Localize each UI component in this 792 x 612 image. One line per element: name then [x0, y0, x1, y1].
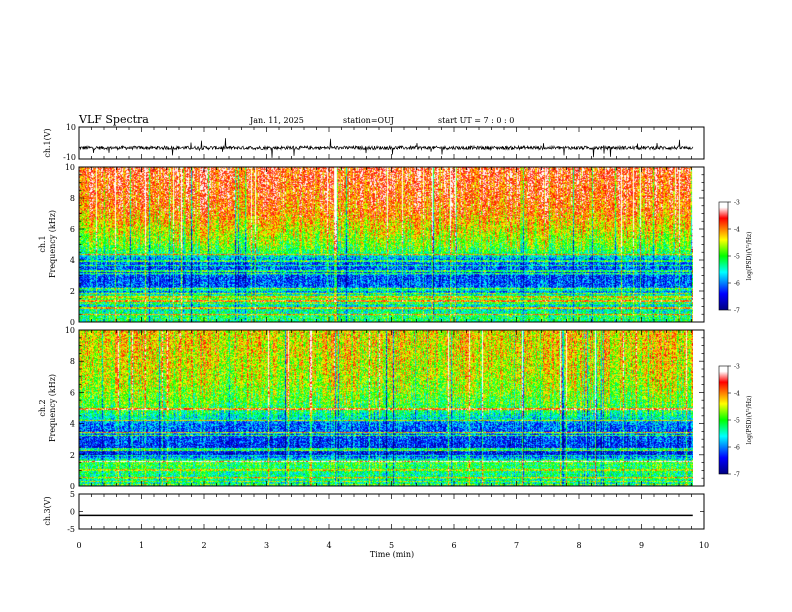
x-axis-tick-labels: 0 1 2 3 4 5 6 7 8 9 10 — [76, 541, 709, 550]
colorbar-tick-label: -3 — [734, 364, 740, 371]
colorbar-tick-label: -5 — [734, 418, 740, 425]
ch2-spectrogram-panel: 0 2 4 6 8 10 ch.2 Frequency (kHz) — [38, 326, 705, 491]
x-tick-label: 0 — [76, 541, 81, 550]
y-tick-label: 4 — [70, 420, 75, 429]
colorbar-tick-label: -5 — [734, 254, 740, 261]
ch1-waveform-ticks — [78, 127, 705, 159]
ch3-waveform-xticks — [78, 494, 705, 529]
ch1-colorbar: -3 -4 -5 -6 -7 log(PSD)(V²/Hz) — [718, 200, 753, 315]
ch1-waveform-trace — [79, 138, 694, 158]
x-tick-label: 6 — [451, 541, 456, 550]
ch1-colorbar-fill — [719, 202, 728, 310]
x-axis-label: Time (min) — [370, 550, 414, 559]
y-tick-label: 0 — [70, 318, 75, 327]
colorbar-tick-label: -7 — [734, 308, 740, 315]
y-tick-label: 8 — [70, 194, 75, 203]
y-tick-label: 10 — [65, 326, 75, 335]
ch2-colorbar-label: log(PSD)(V²/Hz) — [746, 396, 753, 445]
ch1-colorbar-ticks: -3 -4 -5 -6 -7 — [728, 200, 740, 315]
ch1-spectrogram-panel: 0 2 4 6 8 10 ch.1 Frequency (kHz) — [38, 163, 705, 327]
ch3-waveform-panel: 5 0 -5 ch.3(V) — [43, 490, 705, 534]
date-label: Jan. 11, 2025 — [249, 116, 304, 125]
colorbar-tick-label: -4 — [734, 227, 740, 234]
ch1-spectrogram-image — [79, 167, 693, 322]
ch2-spectrogram-ylabel-freq: Frequency (kHz) — [48, 374, 57, 442]
ch3-waveform-frame — [78, 493, 705, 530]
ch2-spectrogram-image — [79, 330, 693, 486]
ch2-spectrogram-ylabel-channel: ch.2 — [38, 399, 47, 416]
ch2-colorbar: -3 -4 -5 -6 -7 log(PSD)(V²/Hz) — [718, 364, 753, 479]
x-tick-label: 7 — [514, 541, 519, 550]
ch3-waveform-yticks: 5 0 -5 — [67, 490, 704, 534]
station-label: station=OUJ — [343, 116, 394, 125]
y-tick-label: 8 — [70, 357, 75, 366]
colorbar-tick-label: -4 — [734, 391, 740, 398]
ch1-waveform-panel: 10 -10 ch.1(V) — [43, 123, 705, 162]
ch1-waveform-ylabel: ch.1(V) — [43, 128, 52, 157]
x-tick-label: 10 — [699, 541, 709, 550]
colorbar-tick-label: -3 — [734, 200, 740, 207]
x-tick-label: 2 — [201, 541, 206, 550]
x-tick-label: 9 — [639, 541, 644, 550]
y-tick-label: 4 — [70, 256, 75, 265]
y-tick-label: 0 — [70, 508, 75, 517]
ch2-colorbar-fill — [719, 366, 728, 474]
figure-title: VLF Spectra — [78, 113, 149, 126]
colorbar-tick-label: -7 — [734, 472, 740, 479]
ch1-spectrogram-ylabel-freq: Frequency (kHz) — [48, 210, 57, 278]
y-tick-label: 0 — [70, 482, 75, 491]
y-tick-label: 10 — [65, 163, 75, 172]
ch3-waveform-ylabel: ch.3(V) — [43, 496, 52, 525]
y-tick-label: 2 — [70, 287, 75, 296]
start-time-label: start UT = 7 : 0 : 0 — [438, 116, 514, 125]
y-tick-label: 2 — [70, 451, 75, 460]
ch1-colorbar-label: log(PSD)(V²/Hz) — [746, 232, 753, 281]
y-tick-label: 6 — [70, 388, 75, 397]
y-tick-label: 5 — [70, 490, 75, 499]
y-tick-label: -5 — [67, 525, 75, 534]
x-tick-label: 3 — [264, 541, 269, 550]
ch1-ytick-top: 10 — [66, 123, 76, 132]
ch1-spectrogram-yticks: 0 2 4 6 8 10 — [65, 163, 704, 327]
ch2-colorbar-ticks: -3 -4 -5 -6 -7 — [728, 364, 740, 479]
ch1-ytick-bottom: -10 — [63, 153, 76, 162]
colorbar-tick-label: -6 — [734, 281, 740, 288]
x-tick-label: 1 — [139, 541, 144, 550]
ch1-spectrogram-ylabel-channel: ch.1 — [38, 235, 47, 252]
ch2-spectrogram-yticks: 0 2 4 6 8 10 — [65, 326, 704, 491]
x-tick-label: 8 — [576, 541, 581, 550]
ch1-spectrogram-xticks — [78, 167, 705, 322]
y-tick-label: 6 — [70, 225, 75, 234]
x-tick-label: 5 — [389, 541, 394, 550]
x-tick-label: 4 — [326, 541, 331, 550]
ch2-spectrogram-xticks — [78, 330, 705, 486]
colorbar-tick-label: -6 — [734, 445, 740, 452]
